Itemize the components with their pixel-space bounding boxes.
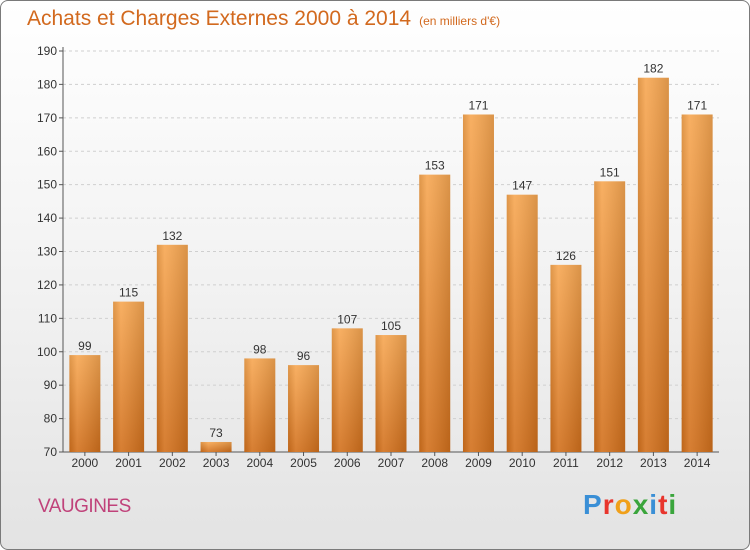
data-label: 182: [643, 62, 663, 76]
data-label: 147: [512, 179, 532, 193]
place-name: VAUGINES: [38, 496, 131, 517]
bar-shade: [637, 77, 669, 452]
data-label: 96: [297, 349, 311, 363]
bar-shade: [594, 181, 626, 452]
data-label: 99: [78, 339, 92, 353]
data-label: 151: [600, 165, 620, 179]
logo-letter: P: [583, 489, 603, 520]
bar-shade: [113, 301, 145, 452]
data-label: 107: [337, 312, 357, 326]
y-tick-label: 160: [37, 144, 57, 158]
y-tick-label: 120: [37, 278, 57, 292]
x-tick-label: 2008: [421, 456, 448, 470]
logo-letter: i: [668, 489, 678, 520]
y-tick-label: 150: [37, 178, 57, 192]
bar-shade: [288, 365, 320, 452]
y-tick-labels: 70 80 90 100 110 120 130 140 150 160 170 180 190: [37, 44, 57, 459]
logo-letter: i: [649, 489, 659, 520]
unit-label: (en milliers d'€): [419, 14, 501, 28]
x-tick-label: 2000: [72, 456, 99, 470]
data-labels: 99 115 132 73 98 96 107 105 153 171 147 126 151 182 17…: [78, 62, 707, 440]
x-tick-label: 2002: [159, 456, 186, 470]
logo-letter: r: [602, 489, 615, 520]
x-tick-label: 2013: [640, 456, 667, 470]
y-tick-label: 70: [44, 445, 58, 459]
x-tick-label: 2012: [596, 456, 623, 470]
bar-shade: [156, 244, 188, 452]
data-label: 171: [468, 98, 488, 112]
data-label: 171: [687, 98, 707, 112]
x-tick-label: 2001: [115, 456, 142, 470]
x-tick-label: 2005: [290, 456, 317, 470]
logo-letter: t: [658, 489, 669, 520]
y-tick-label: 130: [37, 245, 57, 259]
title-text: Achats et Charges Externes 2000 à 2014: [27, 7, 412, 30]
data-label: 98: [253, 342, 267, 356]
x-tick-label: 2014: [684, 456, 711, 470]
y-tick-label: 90: [44, 378, 58, 392]
y-tick-label: 100: [37, 345, 57, 359]
y-tick-label: 80: [44, 412, 58, 426]
data-label: 105: [381, 319, 401, 333]
y-tick-label: 140: [37, 211, 57, 225]
bars: [69, 77, 713, 453]
data-label: 132: [162, 229, 182, 243]
bar-shade: [681, 114, 713, 452]
x-tick-label: 2006: [334, 456, 361, 470]
x-tick-label: 2007: [378, 456, 405, 470]
y-tick-label: 180: [37, 77, 57, 91]
data-label: 153: [425, 159, 445, 173]
bar-shade: [375, 335, 407, 452]
x-tick-label: 2003: [203, 456, 230, 470]
logo-letter: o: [614, 489, 633, 520]
data-label: 73: [209, 426, 223, 440]
logo-letter: x: [632, 489, 650, 520]
bar-shade: [550, 264, 582, 452]
bar-shade: [69, 355, 101, 452]
bar-shade: [244, 358, 276, 452]
data-label: 115: [119, 286, 138, 300]
y-tick-label: 110: [38, 311, 57, 325]
chart-title: Achats et Charges Externes 2000 à 2014 (e…: [27, 7, 500, 31]
bar-shade: [462, 114, 494, 452]
bar-shade: [331, 328, 363, 452]
data-label: 126: [556, 249, 576, 263]
y-tick-label: 190: [37, 44, 57, 58]
proxiti-logo: Proxiti: [583, 489, 677, 521]
x-tick-label: 2011: [553, 456, 579, 470]
x-tick-label: 2004: [246, 456, 273, 470]
y-tick-label: 170: [37, 111, 57, 125]
bar-shade: [506, 194, 538, 453]
x-tick-label: 2010: [509, 456, 536, 470]
x-tick-label: 2009: [465, 456, 492, 470]
x-tick-labels: 2000 2001 2002 2003 2004 2005 2006 2007 2008 2009…: [72, 452, 711, 470]
bar-shade: [419, 174, 451, 452]
bar-shade: [200, 441, 232, 452]
